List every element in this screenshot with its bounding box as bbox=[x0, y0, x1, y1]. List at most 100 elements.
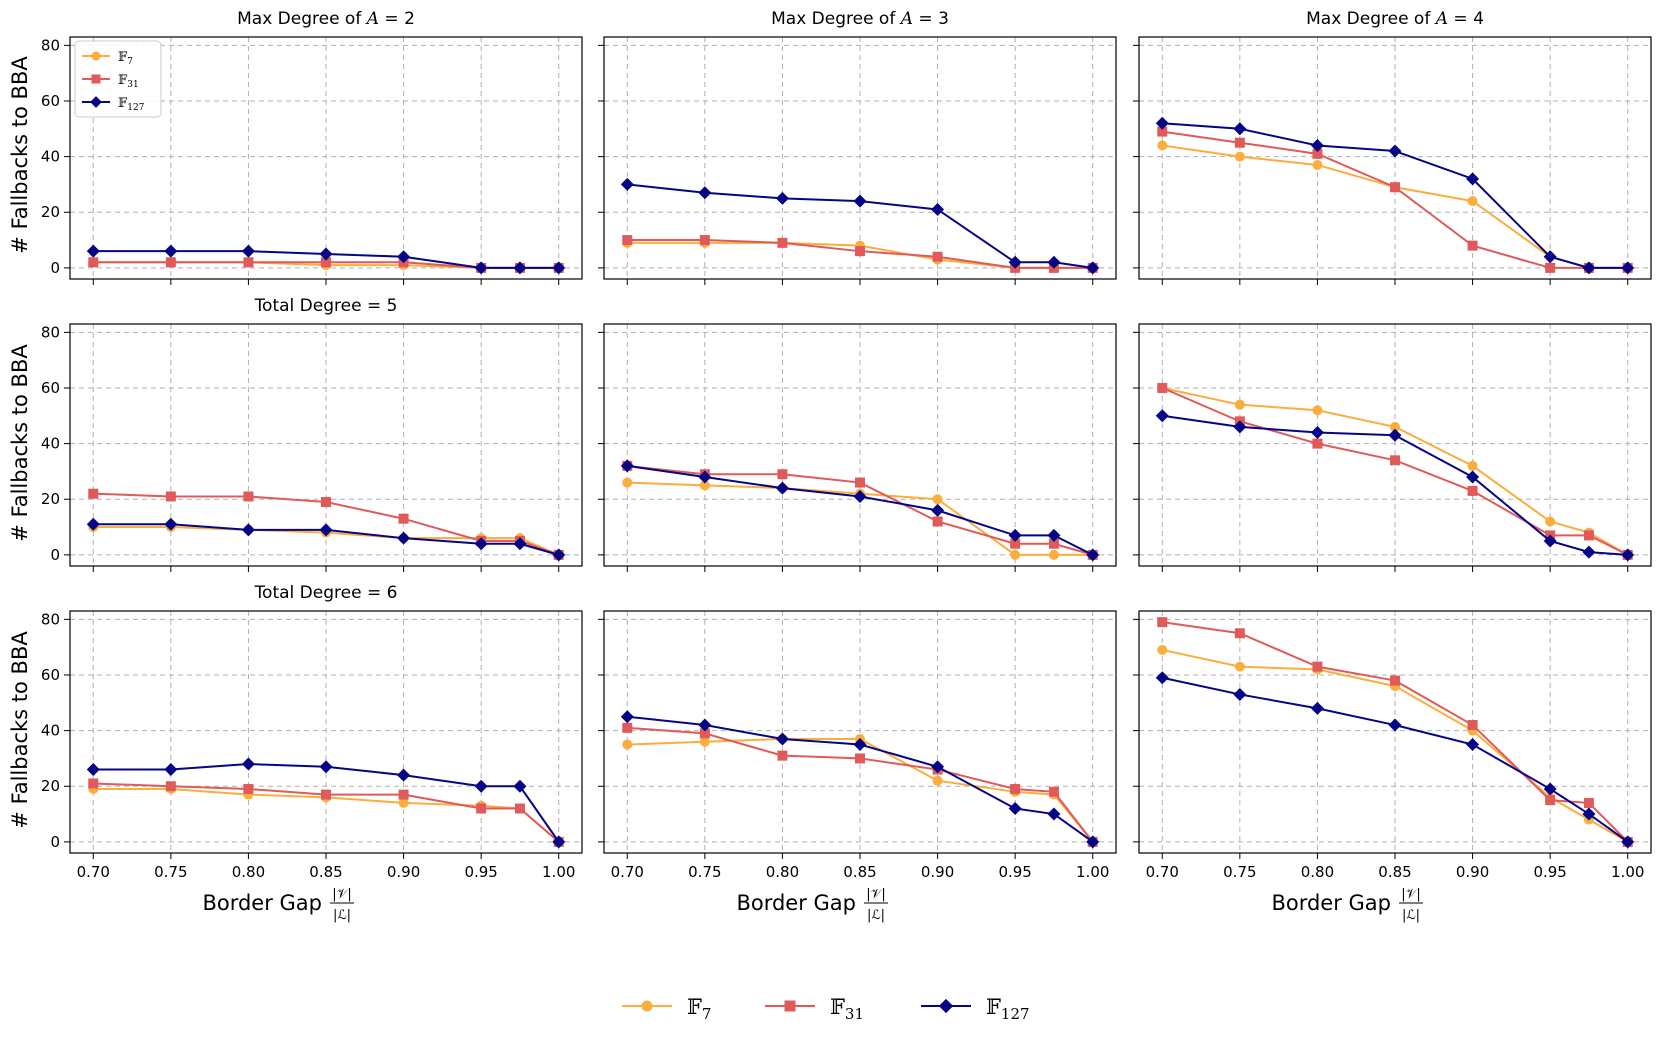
series-line bbox=[627, 481, 1093, 556]
y-tick-label: 0 bbox=[50, 259, 60, 277]
data-point bbox=[777, 237, 788, 248]
plot-frame bbox=[1138, 610, 1652, 854]
x-tick-label: 0.85 bbox=[309, 863, 342, 881]
y-tick-label: 0 bbox=[50, 546, 60, 564]
x-tick-label: 0.80 bbox=[232, 863, 265, 881]
series-line bbox=[93, 782, 560, 843]
series-𝔽127 bbox=[620, 459, 1100, 562]
series-line bbox=[1162, 414, 1628, 556]
data-point bbox=[699, 480, 710, 491]
figure-legend-entry: 𝔽127 bbox=[921, 995, 1030, 1023]
legend-marker bbox=[641, 1000, 653, 1012]
x-tick-label: 0.75 bbox=[688, 863, 721, 881]
data-point bbox=[1582, 261, 1596, 275]
data-point bbox=[1467, 460, 1478, 471]
data-point bbox=[321, 497, 331, 508]
data-point bbox=[1312, 405, 1323, 416]
data-point bbox=[1047, 807, 1061, 821]
data-point bbox=[622, 722, 633, 733]
data-point bbox=[1312, 159, 1323, 170]
series-line bbox=[1162, 648, 1629, 843]
data-point bbox=[398, 789, 409, 800]
data-point bbox=[1233, 687, 1247, 701]
data-point bbox=[1010, 538, 1021, 549]
legend-marker bbox=[90, 96, 102, 108]
data-point bbox=[397, 768, 411, 782]
data-point bbox=[88, 488, 99, 499]
data-point bbox=[243, 257, 254, 268]
data-point bbox=[398, 797, 409, 808]
data-point bbox=[474, 779, 488, 793]
plot-frame bbox=[603, 36, 1117, 280]
data-point bbox=[1390, 455, 1400, 466]
x-axis-label-col-2: Border Gap |𝒱| |ℒ| bbox=[736, 887, 888, 923]
data-point bbox=[319, 247, 333, 261]
data-point bbox=[1388, 428, 1402, 442]
data-point bbox=[164, 517, 178, 531]
data-point bbox=[698, 470, 712, 484]
x-axis-label-frac-num: |𝒱| bbox=[1401, 887, 1421, 902]
legend-label: 𝔽31 bbox=[118, 73, 139, 90]
x-tick-label: 0.75 bbox=[1223, 863, 1256, 881]
x-tick-label: 0.85 bbox=[1378, 863, 1411, 881]
data-point bbox=[88, 257, 99, 268]
data-point bbox=[1310, 138, 1324, 152]
series-𝔽127 bbox=[620, 177, 1100, 275]
data-point bbox=[699, 235, 710, 246]
data-point bbox=[1543, 782, 1557, 796]
data-point bbox=[1545, 262, 1556, 273]
data-point bbox=[698, 718, 712, 732]
data-point bbox=[321, 257, 331, 268]
x-tick-label: 0.70 bbox=[77, 863, 110, 881]
plot-frame bbox=[69, 610, 583, 854]
data-point bbox=[398, 513, 409, 524]
data-point bbox=[699, 736, 710, 747]
data-point bbox=[1234, 661, 1245, 672]
data-point bbox=[1008, 801, 1022, 815]
data-point bbox=[474, 261, 488, 275]
y-tick-label: 60 bbox=[41, 92, 60, 110]
legend-entry: 𝔽31 bbox=[82, 73, 139, 90]
data-point bbox=[165, 491, 176, 502]
subplot-1: 0 20 40 60 80 Max Degree of A = 2 𝔽7 𝔽31 𝔽127 bbox=[41, 9, 583, 285]
data-point bbox=[1312, 438, 1323, 449]
data-point bbox=[1010, 784, 1021, 795]
data-point bbox=[1233, 122, 1247, 136]
data-point bbox=[86, 763, 100, 777]
data-point bbox=[1621, 548, 1635, 562]
subplot-title: Max Degree of A = 4 bbox=[1306, 9, 1484, 29]
data-point bbox=[241, 757, 255, 771]
data-point bbox=[476, 803, 487, 814]
data-point bbox=[855, 246, 865, 257]
data-point bbox=[1312, 148, 1323, 159]
data-point bbox=[319, 523, 333, 537]
data-point bbox=[853, 738, 867, 752]
subplot-8: 0.70 0.75 0.80 0.85 0.90 0.95 1.00 bbox=[598, 610, 1117, 881]
data-point bbox=[1543, 534, 1557, 548]
data-point bbox=[1390, 421, 1400, 432]
y-tick-label: 60 bbox=[41, 666, 60, 684]
y-axis-label-row-3: # Fallbacks to BBA bbox=[8, 631, 32, 829]
series-𝔽127 bbox=[1155, 116, 1635, 275]
x-tick-label: 0.95 bbox=[464, 863, 497, 881]
data-point bbox=[932, 775, 943, 786]
data-point bbox=[1467, 240, 1478, 251]
data-point bbox=[164, 763, 178, 777]
y-tick-label: 40 bbox=[41, 435, 60, 453]
legend-marker bbox=[91, 74, 101, 84]
y-tick-label: 20 bbox=[41, 777, 60, 795]
legend-entry: 𝔽7 bbox=[82, 50, 133, 67]
data-point bbox=[1008, 255, 1022, 269]
subplot-4: 0 20 40 60 80 Total Degree = 5 bbox=[41, 296, 583, 572]
series-𝔽127 bbox=[1155, 671, 1635, 849]
data-point bbox=[241, 244, 255, 258]
subplot-grid: 0 20 40 60 80 Max Degree of A = 2 𝔽7 𝔽31 𝔽127 Max… bbox=[41, 9, 1652, 881]
series-line bbox=[93, 492, 560, 556]
x-axis-label-frac-den: |ℒ| bbox=[867, 908, 885, 923]
data-point bbox=[775, 732, 789, 746]
x-axis-label-col-1: Border Gap |𝒱| |ℒ| bbox=[202, 887, 354, 923]
data-point bbox=[552, 548, 566, 562]
data-point bbox=[1047, 528, 1061, 542]
data-point bbox=[1048, 538, 1059, 549]
data-point bbox=[1467, 485, 1478, 496]
